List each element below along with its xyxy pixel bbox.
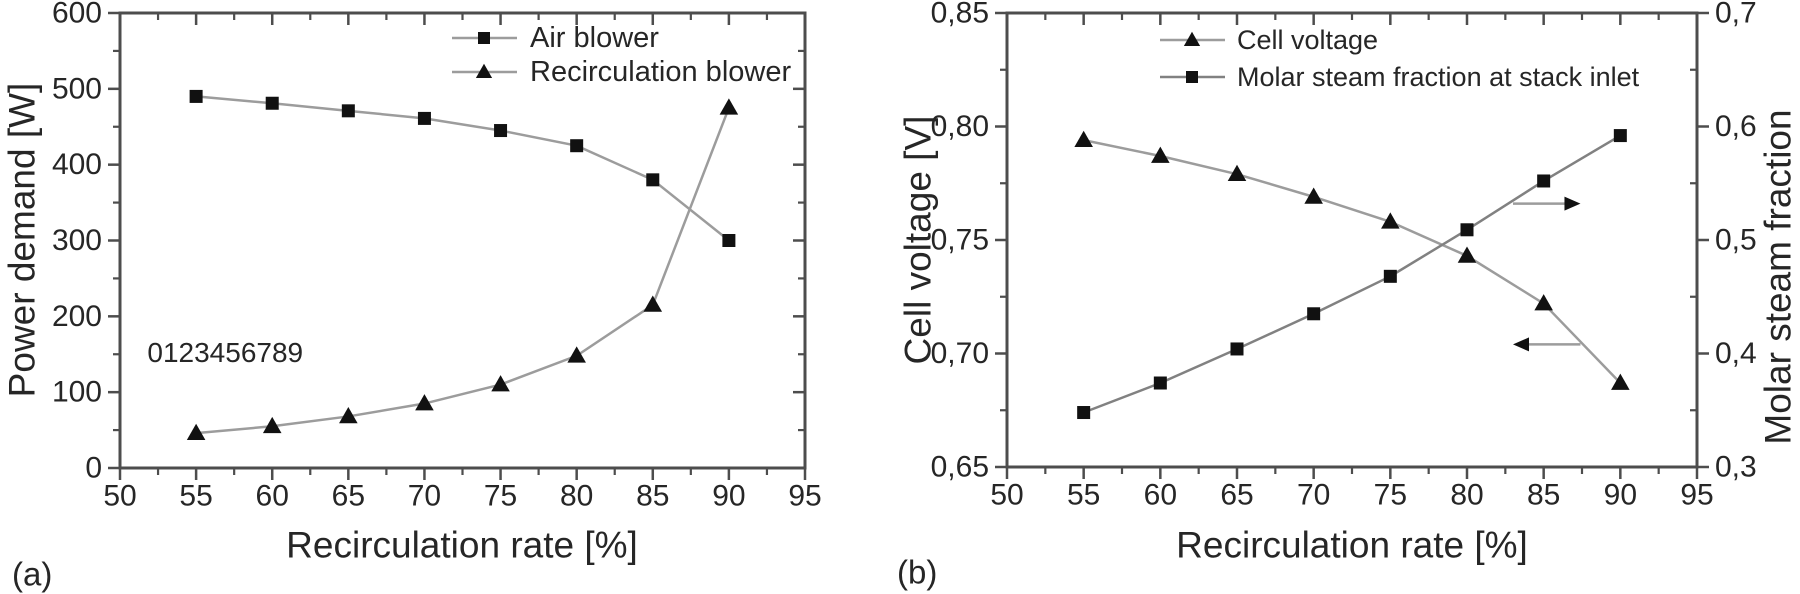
y2-tick-label: 0,4 <box>1715 337 1757 370</box>
right-arrowhead-icon <box>1564 196 1581 211</box>
legend-label-recirculation-blower: Recirculation blower <box>530 56 791 88</box>
data-point-marker <box>1381 212 1400 229</box>
data-point-marker <box>265 96 279 110</box>
data-point-marker <box>1613 129 1627 143</box>
legend-label-molar-steam-fraction: Molar steam fraction at stack inlet <box>1237 62 1640 92</box>
data-point-marker <box>189 89 203 103</box>
panel-a-y-axis-label: Power demand [W] <box>2 83 43 398</box>
y-tick-label: 400 <box>52 148 102 181</box>
data-point-marker <box>1153 376 1167 390</box>
x-tick-label: 50 <box>103 480 136 513</box>
y-tick-label: 600 <box>52 0 102 30</box>
legend-marker <box>475 63 493 78</box>
y-tick-label: 200 <box>52 300 102 333</box>
series-line <box>1083 134 1621 414</box>
y-tick-label: 0,80 <box>931 110 989 143</box>
panel-b-plot-area: 50 55 60 65 70 75 80 85 90 95 0,65 0,70 0,75 0,80 0,85… <box>931 0 1757 512</box>
y-tick-label: 0,75 <box>931 224 989 257</box>
data-point-marker <box>646 173 660 187</box>
panel-a-tag: (a) <box>12 556 52 593</box>
annotation-text: 0123456789 <box>147 337 303 368</box>
panel-a-x-axis-label: Recirculation rate [%] <box>286 525 638 566</box>
x-tick-label: 95 <box>788 480 821 513</box>
y2-tick-label: 0,6 <box>1715 110 1757 143</box>
data-point-marker <box>719 98 739 115</box>
x-tick-label: 75 <box>484 480 517 513</box>
panel-b-x-axis-label: Recirculation rate [%] <box>1176 525 1528 566</box>
x-tick-label: 65 <box>1220 479 1253 512</box>
y2-tick-label: 0,7 <box>1715 0 1757 30</box>
series-line <box>1083 138 1622 384</box>
panel-b-tag: (b) <box>897 554 937 591</box>
data-point-marker <box>1151 146 1170 163</box>
x-tick-label: 80 <box>560 480 593 513</box>
x-tick-label: 60 <box>256 480 289 513</box>
data-point-marker <box>417 111 431 125</box>
data-point-marker <box>1383 269 1397 283</box>
data-point-marker <box>1227 164 1247 182</box>
x-tick-label: 75 <box>1374 479 1407 512</box>
data-point-marker <box>722 234 736 247</box>
x-tick-label: 90 <box>1604 479 1637 512</box>
y-tick-label: 500 <box>52 72 102 105</box>
x-tick-label: 55 <box>179 480 212 513</box>
legend-label-cell-voltage: Cell voltage <box>1237 25 1378 55</box>
data-point-marker <box>1460 223 1474 237</box>
legend-label-air-blower: Air blower <box>530 22 659 54</box>
x-tick-label: 85 <box>636 480 669 513</box>
x-tick-label: 70 <box>1297 479 1330 512</box>
data-point-marker <box>1304 187 1323 204</box>
x-tick-label: 95 <box>1680 479 1713 512</box>
data-point-marker <box>1537 174 1551 188</box>
panel-b-right-y-axis-label: Molar steam fraction <box>1758 109 1799 444</box>
x-tick-label: 80 <box>1450 479 1483 512</box>
data-point-marker <box>186 423 206 440</box>
left-arrowhead-icon <box>1513 337 1529 352</box>
data-point-marker <box>262 416 282 434</box>
y-tick-label: 300 <box>52 224 102 257</box>
series-line <box>195 107 731 435</box>
y-tick-label: 0,70 <box>931 337 989 370</box>
y-tick-label: 0,65 <box>931 451 989 484</box>
data-point-marker <box>1230 342 1244 356</box>
data-point-marker <box>1457 246 1477 263</box>
data-point-marker <box>567 346 586 363</box>
y2-tick-label: 0,5 <box>1715 224 1757 257</box>
legend-marker <box>1183 31 1201 46</box>
data-point-marker <box>643 295 663 312</box>
x-tick-label: 65 <box>332 480 365 513</box>
data-point-marker <box>1611 373 1630 390</box>
data-point-marker <box>491 375 510 392</box>
data-point-marker <box>1534 294 1553 311</box>
data-point-marker <box>341 104 355 118</box>
x-tick-label: 90 <box>712 480 745 513</box>
x-tick-label: 85 <box>1527 479 1560 512</box>
data-point-marker <box>570 139 584 153</box>
x-tick-label: 60 <box>1144 479 1177 512</box>
panel-b-left-y-axis-label: Cell voltage [V] <box>898 116 939 365</box>
y-tick-label: 0 <box>85 452 102 485</box>
panel-a-plot-area: 50 55 60 65 70 75 80 85 90 95 0 100 200 300 400 500 600 0… <box>52 0 822 513</box>
data-point-marker <box>494 124 508 138</box>
x-tick-label: 50 <box>990 479 1023 512</box>
y-tick-label: 0,85 <box>931 0 989 30</box>
series-line <box>195 95 730 242</box>
data-point-marker <box>1077 406 1091 420</box>
x-tick-label: 70 <box>408 480 441 513</box>
data-point-marker <box>1074 130 1093 147</box>
x-tick-label: 55 <box>1067 479 1100 512</box>
data-point-marker <box>1307 307 1321 321</box>
data-point-marker <box>339 407 358 424</box>
legend-marker <box>478 32 490 44</box>
y-tick-label: 100 <box>52 376 102 409</box>
data-point-marker <box>415 394 434 411</box>
legend-marker <box>1186 71 1198 83</box>
y2-tick-label: 0,3 <box>1715 451 1757 484</box>
